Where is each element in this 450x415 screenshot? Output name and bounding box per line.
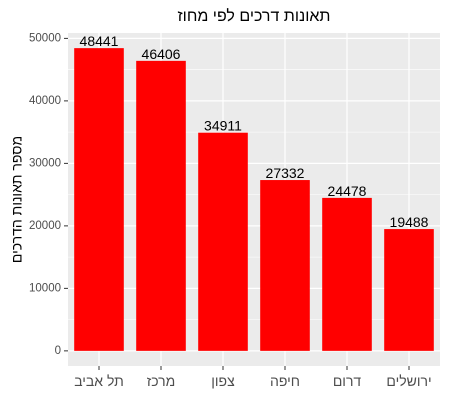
bar <box>198 132 248 351</box>
data-label: 27332 <box>266 165 305 181</box>
x-tick-label: תל אביב <box>74 373 124 389</box>
data-label: 24478 <box>328 183 367 199</box>
data-label: 48441 <box>80 33 119 49</box>
y-axis-label: מספר תאונות הדרכים <box>9 136 25 263</box>
bar <box>384 229 434 351</box>
x-tick-label: חיפה <box>270 373 300 389</box>
y-axis-ticks: 0 10000 20000 30000 40000 50000 <box>29 32 68 357</box>
x-axis-ticks: תל אביב מרכז צפון חיפה דרום ירושלים <box>74 366 432 389</box>
data-label: 19488 <box>390 214 429 230</box>
bars-group <box>74 48 434 351</box>
y-tick-label: 50000 <box>29 32 61 44</box>
x-tick-label: צפון <box>211 373 235 389</box>
grid-minor-lines <box>68 69 440 320</box>
data-labels-group: 48441 46406 34911 27332 24478 19488 <box>80 33 429 230</box>
x-tick-label: ירושלים <box>386 373 431 389</box>
x-tick-label: מרכז <box>147 373 176 389</box>
bar <box>260 180 310 351</box>
bar <box>322 197 372 351</box>
data-label: 46406 <box>142 46 181 62</box>
y-tick-label: 0 <box>55 345 61 357</box>
y-tick-label: 20000 <box>29 220 61 232</box>
plot-panel <box>68 33 440 366</box>
chart-title: תאונות דרכים לפי מחוז <box>178 7 331 25</box>
data-label: 34911 <box>204 118 242 134</box>
x-tick-label: דרום <box>333 373 362 389</box>
bar <box>74 48 124 351</box>
y-tick-label: 10000 <box>29 282 61 294</box>
bar <box>136 60 186 351</box>
y-tick-label: 30000 <box>29 157 61 169</box>
y-tick-label: 40000 <box>29 95 61 107</box>
